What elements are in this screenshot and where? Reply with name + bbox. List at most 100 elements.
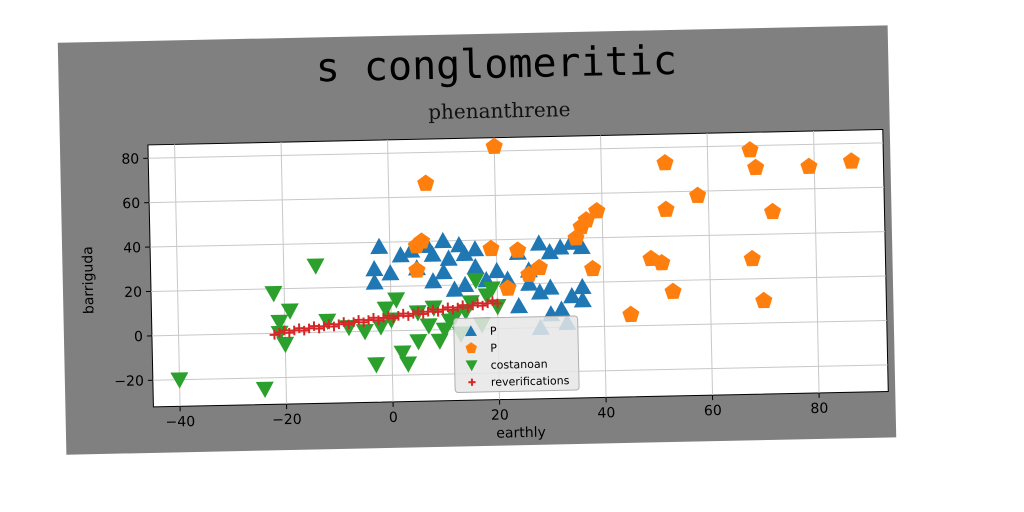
- legend-marker: [465, 325, 478, 337]
- data-marks: [170, 137, 860, 398]
- data-point: [800, 157, 818, 175]
- data-point: [319, 321, 329, 332]
- data-point: [408, 308, 419, 319]
- data-point: [482, 281, 501, 298]
- data-point: [399, 356, 418, 373]
- data-point: [455, 244, 474, 262]
- data-point: [170, 372, 189, 389]
- data-point: [353, 315, 364, 325]
- data-point: [472, 298, 483, 309]
- data-point: [461, 295, 480, 312]
- x-axis-ticks: −40 −20 0 20 40 60 80: [165, 392, 828, 431]
- data-point: [284, 327, 295, 338]
- data-point: [466, 257, 485, 275]
- data-point: [393, 311, 404, 321]
- data-point: [520, 274, 539, 291]
- y-tick-label: 60: [122, 196, 140, 212]
- data-point: [466, 240, 485, 257]
- data-point: [368, 312, 379, 323]
- data-point: [365, 260, 384, 277]
- data-point: [276, 336, 295, 354]
- data-point: [334, 319, 344, 330]
- data-point: [530, 258, 548, 276]
- data-point: [842, 152, 860, 169]
- data-point: [381, 264, 400, 281]
- data-point: [413, 232, 431, 249]
- legend-label: P: [490, 325, 497, 338]
- data-point: [387, 292, 406, 309]
- x-tick-label: 0: [389, 410, 398, 426]
- data-point: [294, 323, 304, 334]
- data-point: [492, 298, 503, 309]
- y-grid-line: [150, 231, 885, 248]
- data-point: [413, 306, 423, 317]
- data-point: [487, 296, 498, 306]
- data-point: [309, 321, 319, 331]
- data-point: [370, 237, 389, 255]
- y-tick-label: 80: [121, 151, 139, 167]
- data-point: [462, 302, 473, 313]
- data-point: [573, 277, 592, 295]
- data-point: [477, 300, 488, 311]
- y-axis-ticks: −20 0 20 40 60 80: [114, 151, 153, 390]
- x-tick-label: −20: [272, 412, 302, 429]
- data-point: [393, 345, 412, 362]
- data-point: [355, 323, 374, 341]
- x-grid-line: [174, 144, 181, 407]
- y-tick-label: −20: [114, 373, 144, 390]
- x-grid-line: [600, 135, 607, 398]
- legend-label: reverifications: [491, 374, 570, 389]
- chart-subtitle: phenanthrene: [428, 97, 571, 124]
- data-point: [747, 158, 765, 176]
- data-point: [467, 300, 478, 311]
- x-grid-line: [280, 142, 288, 405]
- data-point: [551, 238, 570, 255]
- data-point: [264, 285, 283, 303]
- x-tick-label: 20: [491, 407, 509, 423]
- data-point: [499, 279, 517, 296]
- data-point: [552, 300, 571, 317]
- data-point: [588, 202, 606, 219]
- data-point: [764, 202, 782, 220]
- data-point: [743, 249, 761, 267]
- data-point: [584, 259, 602, 277]
- chart-title: s conglomeritic: [315, 38, 677, 92]
- data-point: [572, 237, 591, 255]
- data-point: [509, 241, 527, 258]
- data-point: [567, 229, 585, 246]
- legend-marker: [465, 342, 477, 354]
- data-point: [466, 272, 485, 290]
- figure-panel: s conglomeritic phenanthrene −40 −20 0 20 40…: [57, 25, 897, 455]
- data-point: [367, 357, 386, 374]
- data-point: [741, 141, 759, 158]
- data-point: [417, 174, 435, 191]
- y-grid-line: [149, 186, 884, 204]
- x-tick-label: 80: [810, 401, 828, 417]
- data-point: [403, 311, 414, 321]
- data-point: [388, 313, 399, 323]
- data-point: [274, 327, 285, 338]
- data-point: [573, 291, 592, 308]
- data-point: [434, 262, 453, 280]
- x-grid-line: [813, 130, 820, 393]
- data-point: [443, 302, 453, 313]
- data-point: [314, 323, 324, 334]
- data-point: [448, 304, 458, 315]
- legend-box: [453, 315, 580, 393]
- data-point: [423, 306, 433, 317]
- data-point: [439, 249, 458, 266]
- data-point: [755, 291, 773, 309]
- data-point: [408, 261, 426, 278]
- x-tick-label: 60: [704, 403, 722, 419]
- data-point: [304, 323, 314, 334]
- data-point: [365, 273, 384, 290]
- data-point: [689, 186, 707, 204]
- legend-label: costanoan: [490, 358, 547, 372]
- data-point: [348, 317, 359, 327]
- data-point: [430, 333, 449, 350]
- legend-marker: [468, 378, 476, 386]
- data-point: [376, 301, 395, 318]
- data-point: [363, 315, 374, 325]
- data-point: [487, 261, 506, 279]
- data-point: [457, 300, 468, 311]
